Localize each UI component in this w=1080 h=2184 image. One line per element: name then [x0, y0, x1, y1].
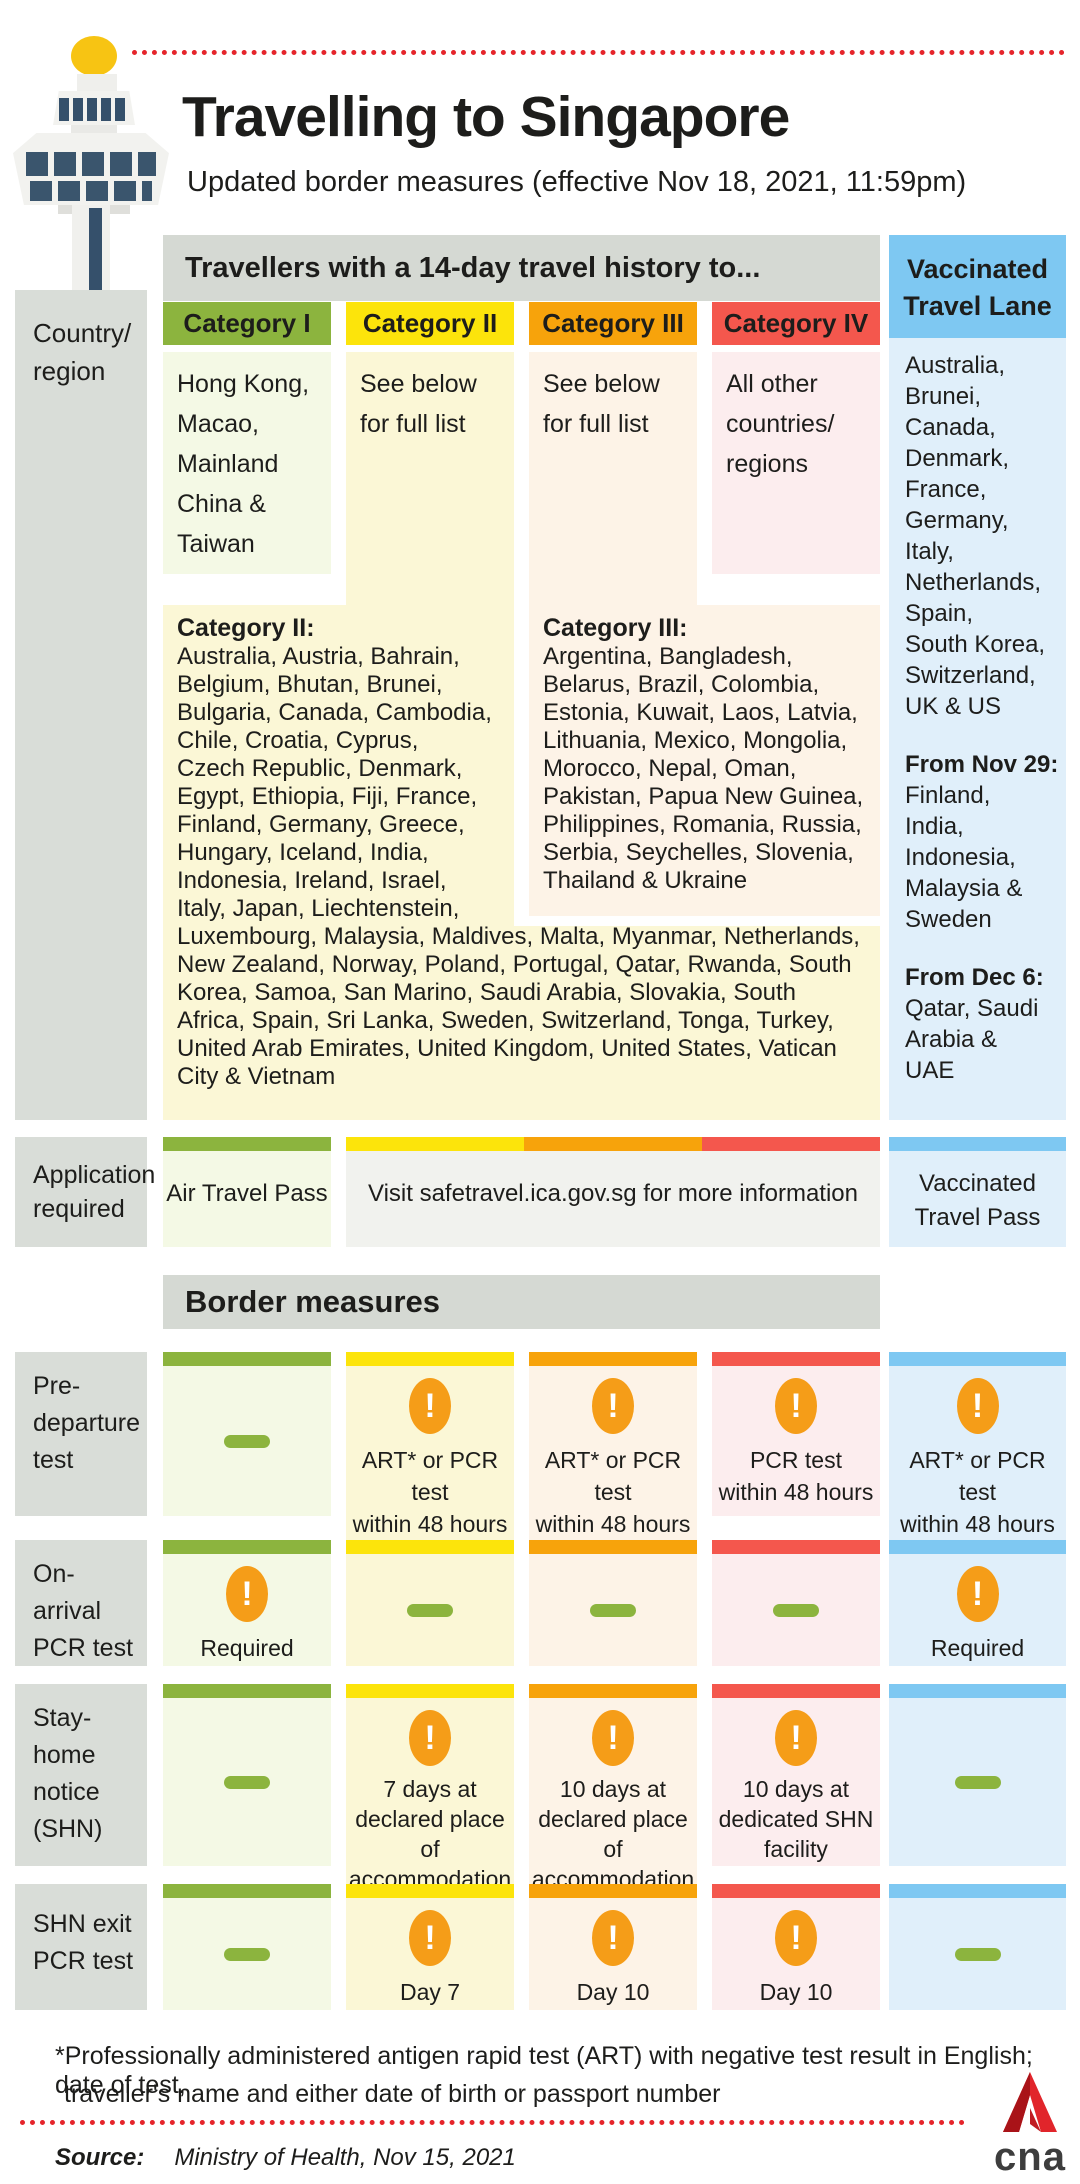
- shn-exit-cat3-cell: ! Day 10: [529, 1884, 697, 2010]
- shn-exit-cat2-cell: ! Day 7: [346, 1884, 514, 2010]
- category-iii-list-heading: Category III:: [543, 614, 688, 642]
- application-required-row-label: Application required: [15, 1137, 155, 1247]
- tower-upper-windows: [59, 98, 129, 121]
- pre-departure-test-row: Pre- departure test ! ART* or PCR test w…: [0, 1352, 1080, 1540]
- pre-departure-cat3-cell: ! ART* or PCR test within 48 hours: [529, 1352, 697, 1540]
- vtl-countries-cell: Australia, Brunei, Canada, Denmark, Fran…: [889, 338, 1066, 1120]
- on-arrival-vtl-cell: ! Required: [889, 1540, 1066, 1666]
- category-iii-full-list: Category III: Argentina, Bangladesh, Bel…: [529, 605, 880, 916]
- vtl-from-dec6-label: From Dec 6:: [905, 964, 1044, 991]
- category-i-countries-cell: Hong Kong, Macao, Mainland China & Taiwa…: [163, 352, 331, 574]
- shn-cat3-cell: ! 10 days at declared place of accommoda…: [529, 1684, 697, 1894]
- dash-icon: [954, 1775, 1001, 1789]
- dash-icon: [773, 1603, 819, 1617]
- shn-cat4-cell: ! 10 days at dedicated SHN facility: [712, 1684, 880, 1866]
- vtl-from-dec6-group: From Dec 6: Qatar, Saudi Arabia & UAE: [905, 962, 1066, 1086]
- exclamation-icon: !: [592, 1710, 634, 1766]
- dash-icon: [590, 1603, 636, 1617]
- footnote-line-1: *Professionally administered antigen rap…: [55, 2042, 1033, 2099]
- shn-cat1-cell: [163, 1684, 331, 1866]
- shn-exit-vtl-cell: [889, 1884, 1066, 2010]
- cna-logo: cna: [990, 2072, 1070, 2179]
- dash-icon: [224, 1775, 270, 1789]
- group-header-bar: Travellers with a 14-day travel history …: [163, 235, 880, 301]
- exclamation-icon: !: [775, 1910, 817, 1966]
- footnote-line-2: traveller's name and either date of birt…: [64, 2080, 721, 2108]
- pre-departure-vtl-cell: ! ART* or PCR test within 48 hours: [889, 1352, 1066, 1540]
- source-value: Ministry of Health, Nov 15, 2021: [174, 2144, 516, 2171]
- exclamation-icon: !: [409, 1910, 451, 1966]
- dash-icon: [224, 1434, 270, 1448]
- air-travel-pass-cell: Air Travel Pass: [163, 1137, 331, 1247]
- red-dotted-divider-bottom: [20, 2120, 965, 2125]
- page-title: Travelling to Singapore: [182, 85, 790, 149]
- pre-departure-cat2-cell: ! ART* or PCR test within 48 hours: [346, 1352, 514, 1540]
- exclamation-icon: !: [409, 1378, 451, 1434]
- on-arrival-pcr-test-row: On- arrival PCR test ! Required ! Requir…: [0, 1540, 1080, 1666]
- stay-home-notice-label: Stay- home notice (SHN): [15, 1684, 147, 1866]
- country-region-row-label: Country/ region: [15, 290, 147, 1120]
- dash-icon: [407, 1603, 453, 1617]
- shn-exit-cat4-cell: ! Day 10: [712, 1884, 880, 2010]
- dash-icon: [224, 1947, 270, 1961]
- vaccinated-travel-lane-header: Vaccinated Travel Lane: [889, 235, 1066, 338]
- on-arrival-pcr-test-label: On- arrival PCR test: [15, 1540, 147, 1666]
- exclamation-icon: !: [956, 1378, 999, 1434]
- source-label: Source:: [55, 2144, 145, 2171]
- exclamation-icon: !: [592, 1378, 634, 1434]
- category-ii-list-text: Australia, Austria, Bahrain, Belgium, Bh…: [177, 643, 860, 1090]
- vtl-country-list: Australia, Brunei, Canada, Denmark, Fran…: [905, 352, 1046, 720]
- vaccinated-travel-pass-cell: Vaccinated Travel Pass: [889, 1137, 1066, 1247]
- category-ii-list-heading: Category II:: [177, 614, 315, 642]
- vtl-from-nov29-group: From Nov 29: Finland, India, Indonesia, …: [905, 749, 1066, 935]
- vtl-from-nov29-label: From Nov 29:: [905, 751, 1059, 778]
- on-arrival-cat1-cell: ! Required: [163, 1540, 331, 1666]
- shn-exit-pcr-test-row: SHN exit PCR test ! Day 7 ! Day 10 ! Day…: [0, 1884, 1080, 2010]
- category-ii-full-list: Category II: Australia, Austria, Bahrain…: [163, 605, 880, 1120]
- on-arrival-cat2-cell: [346, 1540, 514, 1666]
- category-iv-countries-cell: All other countries/ regions: [712, 352, 880, 574]
- shn-exit-pcr-test-label: SHN exit PCR test: [15, 1884, 147, 2010]
- category-i-header: Category I: [163, 302, 331, 345]
- shn-cat2-cell: ! 7 days at declared place of accommodat…: [346, 1684, 514, 1894]
- dash-icon: [954, 1947, 1001, 1961]
- on-arrival-cat4-cell: [712, 1540, 880, 1666]
- stay-home-notice-row: Stay- home notice (SHN) ! 7 days at decl…: [0, 1684, 1080, 1894]
- category-iv-header: Category IV: [712, 302, 880, 345]
- category-ii-header: Category II: [346, 302, 514, 345]
- on-arrival-cat3-cell: [529, 1540, 697, 1666]
- source-attribution: Source: Ministry of Health, Nov 15, 2021: [55, 2144, 516, 2172]
- category-iii-list-text: Argentina, Bangladesh, Belarus, Brazil, …: [543, 643, 864, 894]
- exclamation-icon: !: [592, 1910, 634, 1966]
- category-ii-see-below-cell: See below for full list: [346, 352, 514, 605]
- safetravel-info-cell: Visit safetravel.ica.gov.sg for more inf…: [346, 1137, 880, 1247]
- page-subtitle: Updated border measures (effective Nov 1…: [187, 166, 967, 198]
- exclamation-icon: !: [226, 1566, 268, 1622]
- pre-departure-cat4-cell: ! PCR test within 48 hours: [712, 1352, 880, 1516]
- border-measures-section-bar: Border measures: [163, 1275, 880, 1329]
- exclamation-icon: !: [775, 1710, 817, 1766]
- cna-logo-text: cna: [994, 2135, 1066, 2179]
- exclamation-icon: !: [956, 1566, 999, 1622]
- category-iii-header: Category III: [529, 302, 697, 345]
- exclamation-icon: !: [409, 1710, 451, 1766]
- category-ii-iii-iv-color-bar: [346, 1137, 880, 1151]
- tower-radar-ball: [71, 36, 117, 76]
- category-iii-see-below-cell: See below for full list: [529, 352, 697, 605]
- exclamation-icon: !: [775, 1378, 817, 1434]
- tower-lower-windows: [26, 152, 156, 176]
- pre-departure-cat1-cell: [163, 1352, 331, 1516]
- cna-logo-mark: [1003, 2072, 1057, 2132]
- pre-departure-test-label: Pre- departure test: [15, 1352, 147, 1516]
- shn-exit-cat1-cell: [163, 1884, 331, 2010]
- red-dotted-divider-top: [132, 50, 1065, 55]
- shn-vtl-cell: [889, 1684, 1066, 1866]
